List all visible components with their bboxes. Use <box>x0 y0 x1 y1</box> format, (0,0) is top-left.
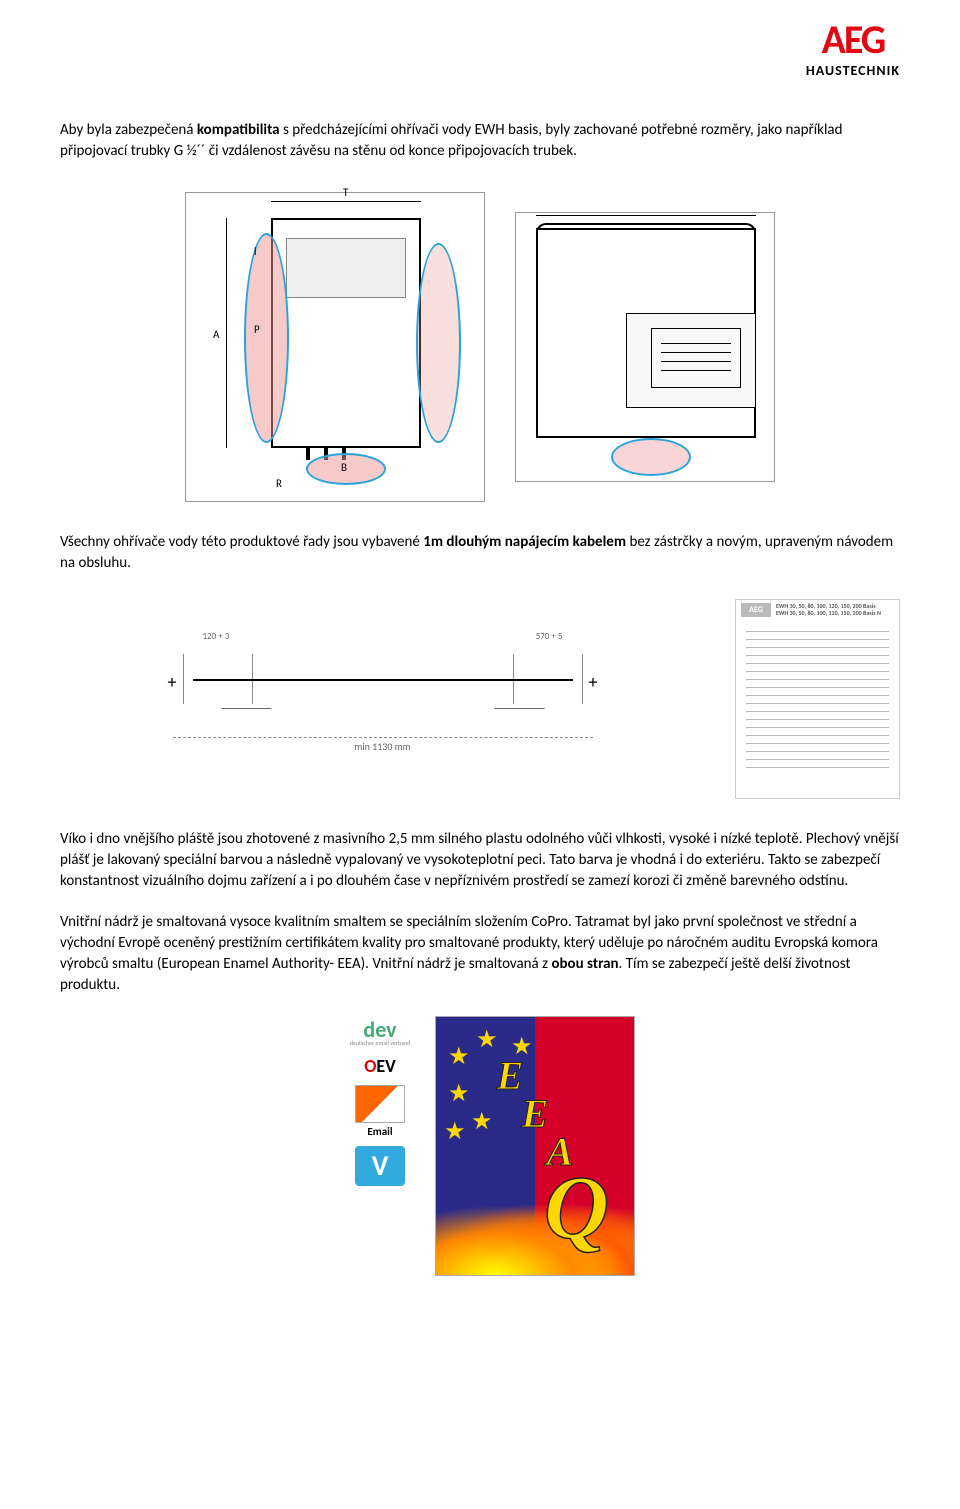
p4-b1: obou stran <box>551 955 618 973</box>
paragraph-1: Aby byla zabezpečená kompatibilita s pře… <box>60 120 900 162</box>
dim-t-line-side <box>536 215 756 216</box>
manual-title: EWH 30, 50, 80, 100, 120, 150, 200 Basis… <box>776 603 881 617</box>
p2-t1: Všechny ohřívače vody této produktové řa… <box>60 533 423 551</box>
cable-body-line <box>193 679 573 681</box>
highlight-ellipse-left <box>244 233 289 443</box>
oev-rest: EV <box>376 1055 395 1077</box>
cable-plus-right: + <box>589 671 598 693</box>
figure-row-cable-manual: + + 120 + 3 570 + 5 min 1130 mm AEG EWH … <box>60 599 900 799</box>
email-logo-icon <box>355 1085 405 1123</box>
dim-label-p: P <box>254 323 260 336</box>
email-text: Email <box>355 1125 405 1138</box>
eea-q: Q <box>544 1157 609 1260</box>
heater-top-panel <box>286 238 406 298</box>
p3-t1: Víko i dno vnějšího pláště jsou zhotoven… <box>60 830 899 890</box>
eea-e2: E <box>522 1095 549 1133</box>
cable-dim-120: 120 + 3 <box>203 631 230 642</box>
paragraph-2: Všechny ohřívače vody této produktové řa… <box>60 532 900 574</box>
cable-diag-right <box>494 679 561 709</box>
technical-drawing-side <box>515 212 775 482</box>
dev-sub-text: deutscher email verband <box>350 1039 411 1047</box>
cable-dim-1130: min 1130 mm <box>173 737 593 753</box>
dim-a-line <box>226 218 227 448</box>
dev-badge: dev deutscher email verband <box>350 1021 411 1047</box>
manual-cover: AEG EWH 30, 50, 80, 100, 120, 150, 200 B… <box>735 599 900 799</box>
oev-o: O <box>364 1055 376 1077</box>
vitramo-badge: V <box>355 1146 405 1186</box>
oev-badge: OEV <box>364 1055 396 1077</box>
p2-b1: 1m dlouhým napájecím kabelem <box>423 533 626 551</box>
eea-letters: E E A <box>436 1017 634 1171</box>
email-badge: Email <box>355 1085 405 1138</box>
dim-label-l: l <box>254 245 257 258</box>
brand-main: AEG <box>806 20 900 60</box>
cable-diag-left <box>204 679 271 709</box>
highlight-ellipse-right <box>416 243 461 443</box>
eea-flag: ★ ★ ★ ★ ★ ★ E E A Q <box>435 1016 635 1276</box>
cable-dim-570: 570 + 5 <box>536 631 563 642</box>
heater-mount-lines <box>661 343 731 379</box>
paragraph-3: Víko i dno vnějšího pláště jsou zhotoven… <box>60 829 900 892</box>
cert-badges-column: dev deutscher email verband OEV Email V <box>325 1016 435 1276</box>
cable-drawing: + + 120 + 3 570 + 5 min 1130 mm <box>173 619 593 779</box>
cable-plus-left: + <box>168 671 177 693</box>
technical-drawing-front: P B R l <box>185 192 485 502</box>
manual-header: AEG EWH 30, 50, 80, 100, 120, 150, 200 B… <box>736 600 899 626</box>
dim-t-line <box>271 201 421 202</box>
p1-t1: Aby byla zabezpečená <box>60 121 197 139</box>
brand-sub: HAUSTECHNIK <box>806 62 900 79</box>
eea-e1: E <box>497 1057 524 1095</box>
figure-row-diagrams: P B R l <box>60 192 900 502</box>
highlight-ellipse-side-bottom <box>611 438 691 476</box>
paragraph-4: Vnitřní nádrž je smaltovaná vysoce kvali… <box>60 912 900 996</box>
manual-title-2: EWH 30, 50, 80, 100, 120, 150, 200 Basis… <box>776 609 881 617</box>
manual-logo: AEG <box>741 603 771 617</box>
dim-label-r: R <box>276 477 282 490</box>
header-brand: AEG HAUSTECHNIK <box>60 20 900 80</box>
dim-label-b: B <box>341 461 347 474</box>
dev-text: dev <box>350 1021 411 1039</box>
brand-logo: AEG HAUSTECHNIK <box>806 20 900 79</box>
certification-block: dev deutscher email verband OEV Email V … <box>60 1016 900 1276</box>
manual-toc-lines <box>736 626 899 780</box>
p1-b1: kompatibilita <box>197 121 280 139</box>
